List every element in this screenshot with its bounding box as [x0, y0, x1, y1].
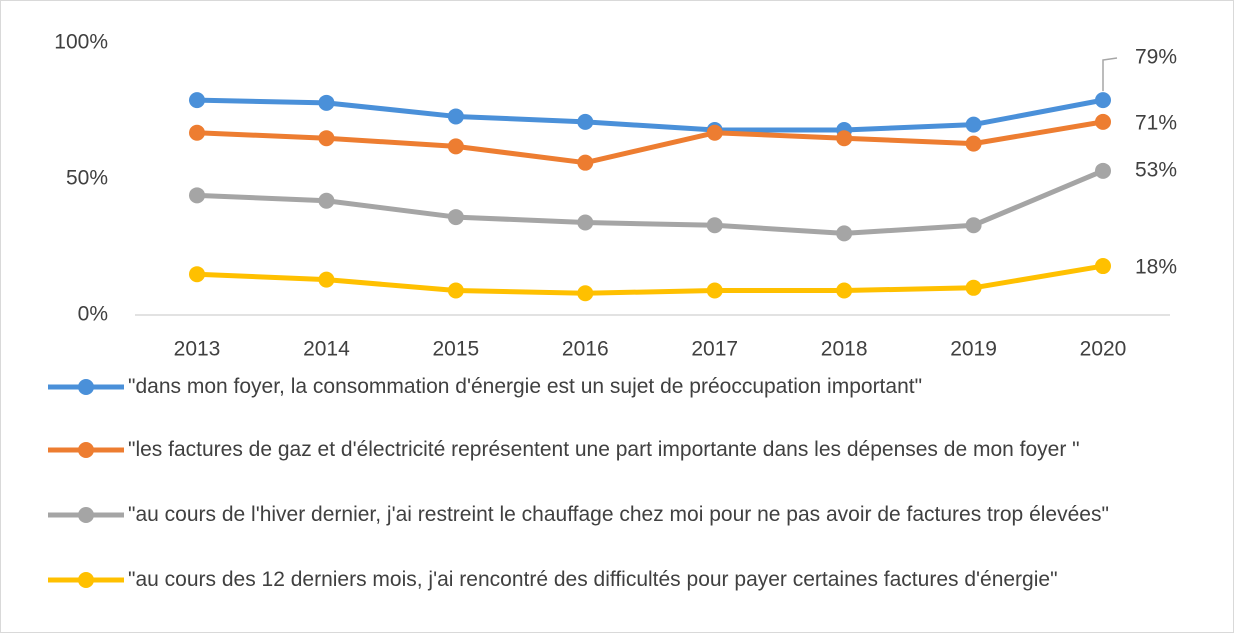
data-point [836, 130, 853, 147]
data-point [318, 192, 335, 209]
data-point [836, 225, 853, 242]
legend-key [48, 442, 124, 458]
legend-marker [78, 442, 94, 458]
data-point [447, 138, 464, 155]
data-label: 79% [1135, 46, 1177, 69]
y-tick-label: 0% [78, 303, 108, 326]
data-point [318, 271, 335, 288]
data-point [1095, 92, 1111, 109]
data-point [447, 209, 464, 226]
data-point [1095, 258, 1111, 275]
data-point [577, 154, 594, 171]
legend-label: "au cours de l'hiver dernier, j'ai restr… [128, 503, 1109, 526]
data-point [706, 282, 723, 299]
data-point [318, 94, 335, 111]
series-line [196, 263, 1104, 296]
data-point [577, 285, 594, 302]
data-label: 53% [1135, 158, 1177, 181]
data-point [965, 217, 982, 234]
data-point [447, 282, 464, 299]
data-point [1095, 162, 1111, 179]
legend-label: "au cours des 12 derniers mois, j'ai ren… [128, 568, 1058, 591]
x-tick-label: 2018 [821, 338, 868, 361]
legend-item: "au cours des 12 derniers mois, j'ai ren… [46, 565, 1216, 627]
x-tick-label: 2019 [950, 338, 997, 361]
x-tick-label: 2020 [1080, 338, 1127, 361]
leader-line [1102, 57, 1118, 92]
y-tick-label: 50% [66, 167, 108, 190]
x-tick-label: 2017 [691, 338, 738, 361]
data-point [836, 282, 853, 299]
legend-item: "au cours de l'hiver dernier, j'ai restr… [46, 500, 1216, 562]
legend-marker [78, 379, 94, 395]
data-point [577, 214, 594, 231]
data-point [318, 130, 335, 147]
y-tick-label: 100% [54, 31, 108, 54]
data-point [965, 135, 982, 152]
legend-marker [78, 572, 94, 588]
legend-key [48, 379, 124, 395]
legend-key [48, 507, 124, 523]
x-tick-label: 2016 [562, 338, 609, 361]
x-tick-label: 2013 [174, 338, 221, 361]
data-point [189, 92, 205, 109]
legend-item: "les factures de gaz et d'électricité re… [46, 435, 1216, 497]
legend-item: "dans mon foyer, la consommation d'énerg… [46, 372, 1216, 434]
data-point [577, 113, 594, 130]
data-point [706, 124, 723, 141]
data-point [706, 217, 723, 234]
data-label: 18% [1135, 256, 1177, 279]
legend-label: "dans mon foyer, la consommation d'énerg… [128, 375, 923, 398]
data-point [189, 124, 205, 141]
data-point [965, 116, 982, 133]
data-point [1095, 113, 1111, 130]
data-point [189, 187, 205, 204]
data-label: 71% [1135, 111, 1177, 134]
x-tick-label: 2014 [303, 338, 350, 361]
data-point [189, 266, 205, 283]
legend-label: "les factures de gaz et d'électricité re… [128, 438, 1080, 461]
data-point [965, 279, 982, 296]
legend-key [48, 572, 124, 588]
data-point [447, 108, 464, 125]
series-line [196, 119, 1104, 166]
series-line [196, 168, 1104, 236]
legend-marker [78, 507, 94, 523]
series-line [196, 97, 1104, 133]
x-tick-label: 2015 [432, 338, 479, 361]
